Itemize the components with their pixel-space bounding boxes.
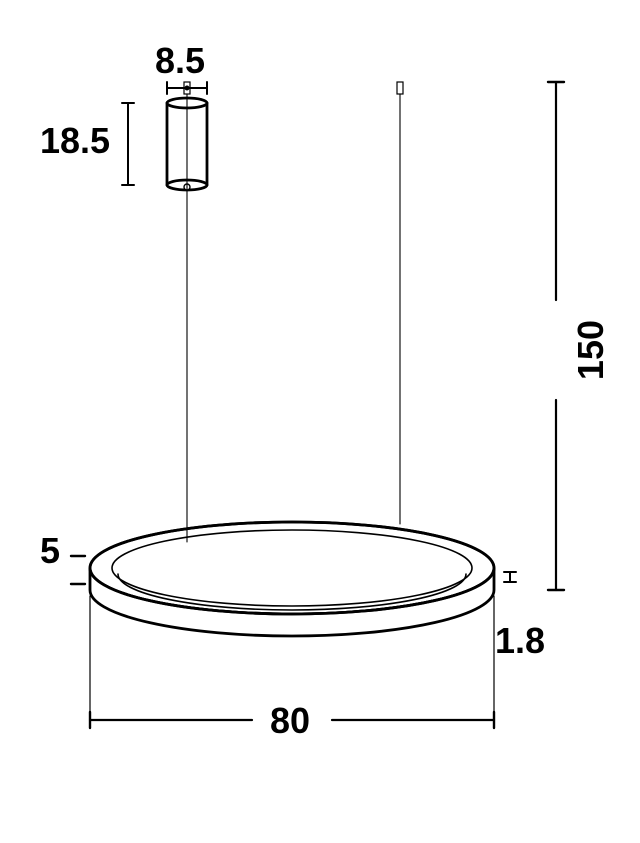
dim-mount-width: 8.5 [155,40,205,82]
dim-ring-profile: 1.8 [495,620,545,662]
dim-total-drop: 150 [570,320,612,380]
dim-ring-thickness: 5 [40,530,60,572]
dim-mount-height: 18.5 [40,120,110,162]
dim-ring-diameter: 80 [270,700,310,742]
